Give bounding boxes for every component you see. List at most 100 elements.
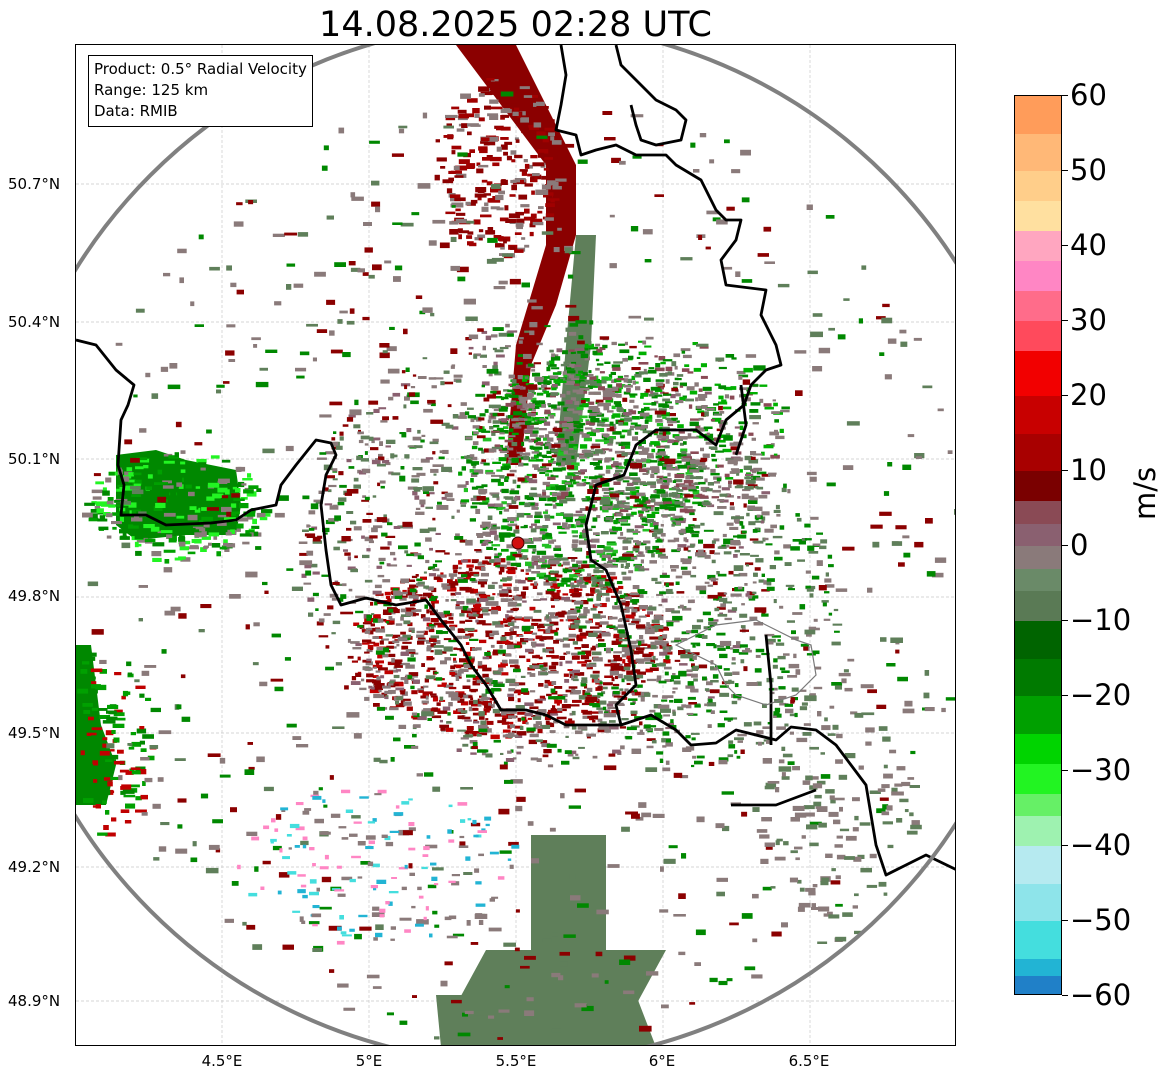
receding-echo [500, 179, 508, 185]
approaching-echo [634, 498, 642, 503]
approaching-echo [201, 513, 213, 519]
approaching-echo [646, 481, 656, 486]
stationary-echo [511, 391, 516, 395]
receding-echo [469, 688, 478, 692]
approaching-echo [143, 524, 155, 529]
stationary-echo [733, 518, 740, 523]
stationary-echo [716, 645, 725, 648]
approaching-echo [601, 557, 606, 561]
receding-echo [450, 194, 461, 198]
approaching-echo [704, 427, 709, 432]
stationary-echo [364, 451, 368, 455]
stationary-echo [579, 387, 590, 390]
approaching-echo [531, 571, 541, 574]
receding-echo [500, 126, 511, 131]
radar-map[interactable] [75, 44, 956, 1046]
stationary-echo [492, 708, 500, 714]
approaching-echo [628, 556, 638, 560]
receding-echo [467, 98, 478, 103]
stationary-echo [765, 543, 773, 546]
receding-echo [538, 656, 543, 660]
stationary-echo [653, 704, 662, 709]
receding-echo [479, 695, 484, 698]
stationary-echo [622, 397, 628, 402]
approaching-echo [592, 350, 598, 355]
stationary-echo [700, 447, 704, 452]
clutter-echo [254, 866, 259, 872]
approaching-echo [692, 501, 702, 505]
clutter-echo [655, 382, 664, 387]
stationary-echo [535, 726, 543, 729]
approaching-echo [243, 511, 256, 517]
receding-echo [482, 673, 489, 678]
stationary-echo [371, 440, 375, 444]
stationary-echo [799, 706, 808, 711]
clutter-echo [452, 933, 465, 937]
approaching-echo [594, 476, 605, 480]
stationary-echo [764, 633, 775, 637]
stationary-echo [337, 502, 345, 506]
stationary-echo [313, 499, 321, 503]
approaching-echo [261, 513, 271, 517]
stationary-echo [785, 584, 795, 587]
receding-echo [510, 608, 518, 612]
stationary-echo [473, 699, 478, 704]
receding-echo [573, 617, 580, 622]
stationary-echo [614, 602, 618, 605]
stationary-echo [592, 613, 601, 618]
approaching-echo [536, 392, 544, 396]
approaching-echo [90, 668, 103, 673]
approaching-echo [131, 494, 142, 497]
stationary-echo [395, 669, 401, 672]
stationary-echo [652, 627, 659, 632]
receding-echo [498, 571, 502, 575]
approaching-echo [702, 386, 712, 391]
stationary-echo [640, 692, 644, 696]
stationary-echo [662, 514, 668, 518]
receding-echo [423, 685, 429, 688]
stationary-echo [800, 643, 809, 647]
stationary-echo [786, 620, 795, 623]
receding-echo [496, 126, 502, 131]
stationary-echo [639, 605, 648, 610]
stationary-echo [665, 739, 671, 743]
stationary-echo [821, 600, 829, 603]
approaching-echo [576, 425, 584, 429]
stationary-echo [331, 441, 339, 447]
stationary-echo [656, 675, 662, 679]
receding-echo [377, 654, 383, 659]
receding-echo [366, 649, 373, 653]
stationary-echo [407, 486, 418, 490]
approaching-echo [91, 684, 101, 689]
approaching-echo [579, 415, 588, 419]
stationary-echo [651, 553, 655, 558]
stationary-echo [641, 680, 646, 683]
approaching-echo [607, 442, 613, 446]
stationary-echo [568, 633, 577, 638]
stationary-echo [645, 728, 652, 732]
stationary-echo [637, 732, 645, 735]
stationary-echo [661, 699, 668, 702]
approaching-echo [201, 536, 211, 540]
approaching-echo [596, 515, 601, 519]
clutter-echo [876, 316, 886, 320]
approaching-echo [580, 459, 585, 462]
stationary-echo [592, 616, 602, 619]
stationary-echo [809, 693, 816, 698]
stationary-echo [490, 390, 497, 394]
approaching-echo [672, 434, 680, 438]
stationary-echo [565, 735, 569, 738]
stationary-echo [546, 361, 550, 366]
receding-echo [605, 588, 613, 593]
approaching-echo [557, 451, 567, 456]
stationary-echo [464, 719, 472, 722]
receding-echo [645, 614, 650, 617]
stationary-echo [484, 540, 491, 543]
stationary-echo [783, 483, 787, 488]
stationary-echo [524, 702, 534, 706]
receding-echo [624, 663, 631, 668]
stationary-echo [407, 675, 413, 679]
approaching-echo [646, 414, 653, 419]
receding-echo [387, 661, 396, 666]
approaching-echo [536, 550, 547, 555]
